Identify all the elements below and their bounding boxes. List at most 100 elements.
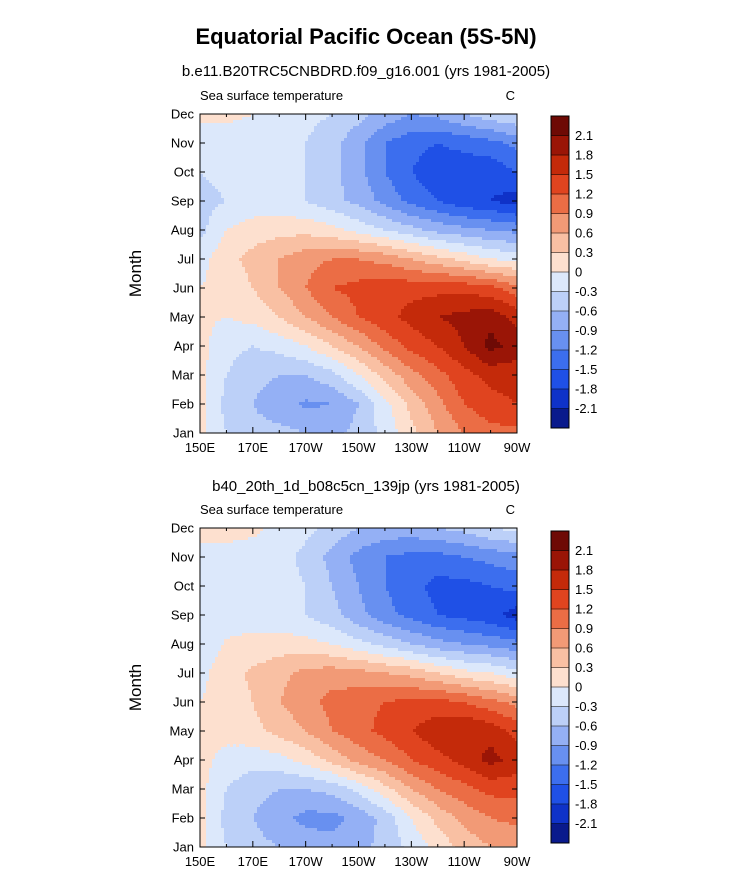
sst-cell [365, 237, 368, 240]
sst-cell [512, 138, 515, 141]
sst-cell [218, 198, 221, 201]
sst-cell [437, 117, 440, 120]
sst-cell [275, 120, 278, 123]
sst-cell [281, 120, 284, 123]
sst-cell [416, 159, 419, 162]
sst-cell [314, 237, 317, 240]
sst-cell [341, 198, 344, 201]
sst-cell [308, 234, 311, 237]
sst-cell [458, 123, 461, 126]
sst-cell [464, 207, 467, 210]
sst-cell [440, 237, 443, 240]
sst-cell [260, 198, 263, 201]
sst-cell [485, 150, 488, 153]
sst-cell [299, 249, 302, 252]
sst-cell [242, 132, 245, 135]
sst-cell [422, 180, 425, 183]
sst-cell [359, 132, 362, 135]
sst-cell [278, 135, 281, 138]
sst-cell [512, 162, 515, 165]
sst-cell [440, 231, 443, 234]
sst-cell [317, 249, 320, 252]
sst-cell [308, 177, 311, 180]
sst-cell [341, 231, 344, 234]
sst-cell [455, 234, 458, 237]
sst-cell [425, 138, 428, 141]
sst-cell [338, 126, 341, 129]
sst-cell [419, 123, 422, 126]
sst-cell [491, 144, 494, 147]
sst-cell [266, 246, 269, 249]
sst-cell [248, 207, 251, 210]
sst-cell [329, 228, 332, 231]
sst-cell [326, 186, 329, 189]
sst-cell [218, 255, 221, 258]
sst-cell [257, 150, 260, 153]
sst-cell [338, 165, 341, 168]
sst-cell [215, 210, 218, 213]
sst-cell [368, 165, 371, 168]
sst-cell [473, 117, 476, 120]
sst-cell [302, 240, 305, 243]
sst-cell [290, 234, 293, 237]
sst-cell [377, 252, 380, 255]
sst-cell [506, 186, 509, 189]
sst-cell [497, 195, 500, 198]
sst-cell [395, 249, 398, 252]
sst-cell [410, 237, 413, 240]
sst-cell [500, 249, 503, 252]
sst-cell [215, 195, 218, 198]
sst-cell [248, 201, 251, 204]
sst-cell [254, 117, 257, 120]
sst-cell [332, 126, 335, 129]
sst-cell [476, 252, 479, 255]
sst-cell [326, 189, 329, 192]
sst-cell [311, 192, 314, 195]
sst-cell [314, 144, 317, 147]
sst-cell [494, 159, 497, 162]
sst-cell [305, 228, 308, 231]
sst-cell [281, 153, 284, 156]
sst-cell [371, 237, 374, 240]
sst-cell [203, 123, 206, 126]
sst-cell [407, 174, 410, 177]
sst-cell [452, 210, 455, 213]
sst-cell [239, 180, 242, 183]
sst-cell [224, 174, 227, 177]
sst-cell [479, 213, 482, 216]
sst-cell [344, 225, 347, 228]
sst-cell [239, 246, 242, 249]
sst-cell [416, 153, 419, 156]
sst-cell [308, 129, 311, 132]
sst-cell [494, 141, 497, 144]
sst-cell [233, 168, 236, 171]
sst-cell [419, 249, 422, 252]
sst-cell [500, 138, 503, 141]
sst-cell [359, 144, 362, 147]
sst-cell [386, 222, 389, 225]
sst-cell [455, 120, 458, 123]
sst-cell [443, 117, 446, 120]
sst-cell [329, 156, 332, 159]
sst-cell [386, 144, 389, 147]
sst-cell [380, 243, 383, 246]
sst-cell [479, 162, 482, 165]
sst-cell [281, 117, 284, 120]
sst-cell [215, 177, 218, 180]
sst-cell [500, 204, 503, 207]
sst-cell [473, 249, 476, 252]
sst-cell [485, 141, 488, 144]
sst-cell [497, 135, 500, 138]
sst-cell [449, 252, 452, 255]
sst-cell [350, 192, 353, 195]
sst-cell [371, 252, 374, 255]
sst-cell [305, 231, 308, 234]
sst-cell [377, 138, 380, 141]
sst-cell [398, 243, 401, 246]
sst-cell [209, 249, 212, 252]
sst-cell [512, 159, 515, 162]
sst-cell [332, 153, 335, 156]
sst-cell [245, 225, 248, 228]
sst-cell [380, 246, 383, 249]
sst-cell [488, 120, 491, 123]
